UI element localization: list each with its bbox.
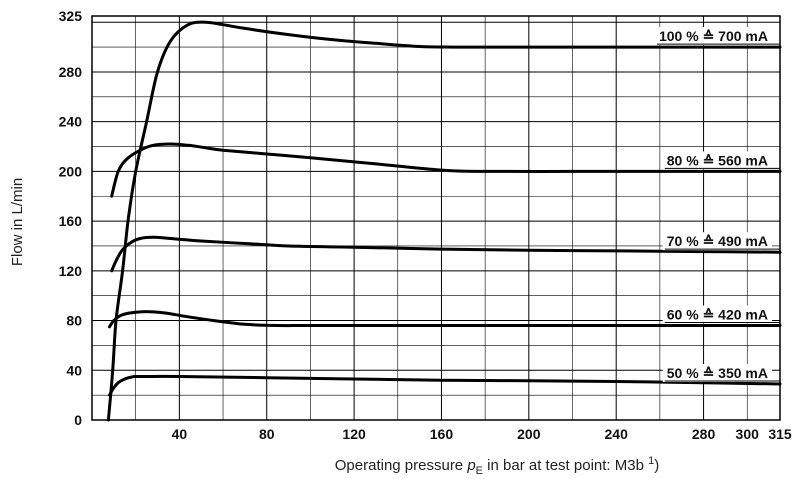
corresponds-symbol: ≙ [703, 152, 715, 168]
x-axis-title-close: ) [654, 457, 659, 474]
y-tick-label: 120 [59, 263, 83, 279]
curve-label-bg [662, 305, 772, 324]
curve-label-text: 70 % ≙ 490 mA [667, 233, 768, 249]
x-axis-title: Operating pressure pE in bar at test poi… [335, 455, 659, 477]
x-tick-label: 280 [692, 426, 716, 442]
series-curves [106, 20, 782, 422]
curve-label-current: 490 mA [714, 233, 768, 249]
plot-frame [91, 15, 781, 421]
x-axis-title-footnote: 1 [648, 455, 654, 467]
x-tick-label: 200 [517, 426, 541, 442]
curve-label-5: 50 % ≙ 350 mA [662, 363, 780, 382]
curve-label-1: 100 % ≙ 700 mA [654, 27, 780, 46]
x-tick-label: 80 [259, 426, 275, 442]
curve-label-text: 80 % ≙ 560 mA [667, 152, 768, 168]
curve-label-4: 60 % ≙ 420 mA [662, 305, 780, 324]
y-tick-label: 200 [59, 163, 83, 179]
y-axis-title: Flow in L/min [9, 178, 26, 266]
curve-label-bg [662, 151, 772, 170]
curve-label-text: 50 % ≙ 350 mA [667, 365, 768, 381]
corresponds-symbol: ≙ [703, 28, 715, 44]
curve-label-current: 350 mA [714, 365, 768, 381]
curve-label-text: 100 % ≙ 700 mA [659, 28, 768, 44]
grid [91, 15, 781, 421]
series-line-1 [106, 20, 782, 422]
curve-label-current: 560 mA [714, 152, 768, 168]
y-tick-labels: 0 40 80 120 160 200 240 280 325 [59, 8, 83, 428]
curve-label-2: 80 % ≙ 560 mA [662, 151, 780, 170]
series-line-4 [108, 310, 782, 329]
x-tick-label: 240 [605, 426, 629, 442]
series-line-2 [110, 142, 782, 198]
curve-label-current: 420 mA [714, 307, 768, 323]
curve-label-current: 700 mA [714, 28, 768, 44]
curve-label-percent: 70 % [667, 233, 703, 249]
curve-label-bg [662, 363, 772, 382]
x-tick-label: 160 [430, 426, 454, 442]
curve-label-percent: 50 % [667, 365, 703, 381]
x-tick-label: 120 [342, 426, 366, 442]
curve-label-bg [662, 232, 772, 251]
corresponds-symbol: ≙ [703, 307, 715, 323]
y-tick-label: 0 [74, 412, 82, 428]
x-axis-title-suffix: in bar at test point: M3b [483, 457, 648, 474]
corresponds-symbol: ≙ [703, 365, 715, 381]
y-tick-label: 80 [66, 313, 82, 329]
y-tick-label: 325 [59, 8, 83, 24]
x-axis-title-symbol: p [466, 457, 475, 474]
series-line-3 [110, 235, 782, 273]
y-tick-label: 40 [66, 362, 82, 378]
x-tick-label: 300 [736, 426, 760, 442]
corresponds-symbol: ≙ [703, 233, 715, 249]
x-tick-label: 315 [768, 426, 792, 442]
curve-label-3: 70 % ≙ 490 mA [662, 232, 780, 251]
y-tick-label: 240 [59, 114, 83, 130]
x-tick-labels: 40 80 120 160 200 240 280 300 315 [172, 426, 792, 442]
curve-label-text: 60 % ≙ 420 mA [667, 307, 768, 323]
series-line-5 [108, 374, 782, 397]
curve-label-percent: 100 % [659, 28, 703, 44]
curve-label-percent: 80 % [667, 152, 703, 168]
x-axis-title-subscript: E [476, 465, 483, 477]
curve-labels: 100 % ≙ 700 mA 80 % ≙ 560 mA 70 % ≙ 490 mA… [654, 27, 780, 382]
x-tick-label: 40 [172, 426, 188, 442]
x-axis-title-prefix: Operating pressure [335, 457, 468, 474]
y-tick-label: 160 [59, 213, 83, 229]
y-tick-label: 280 [59, 64, 83, 80]
curve-label-percent: 60 % [667, 307, 703, 323]
curve-label-bg [654, 27, 772, 46]
